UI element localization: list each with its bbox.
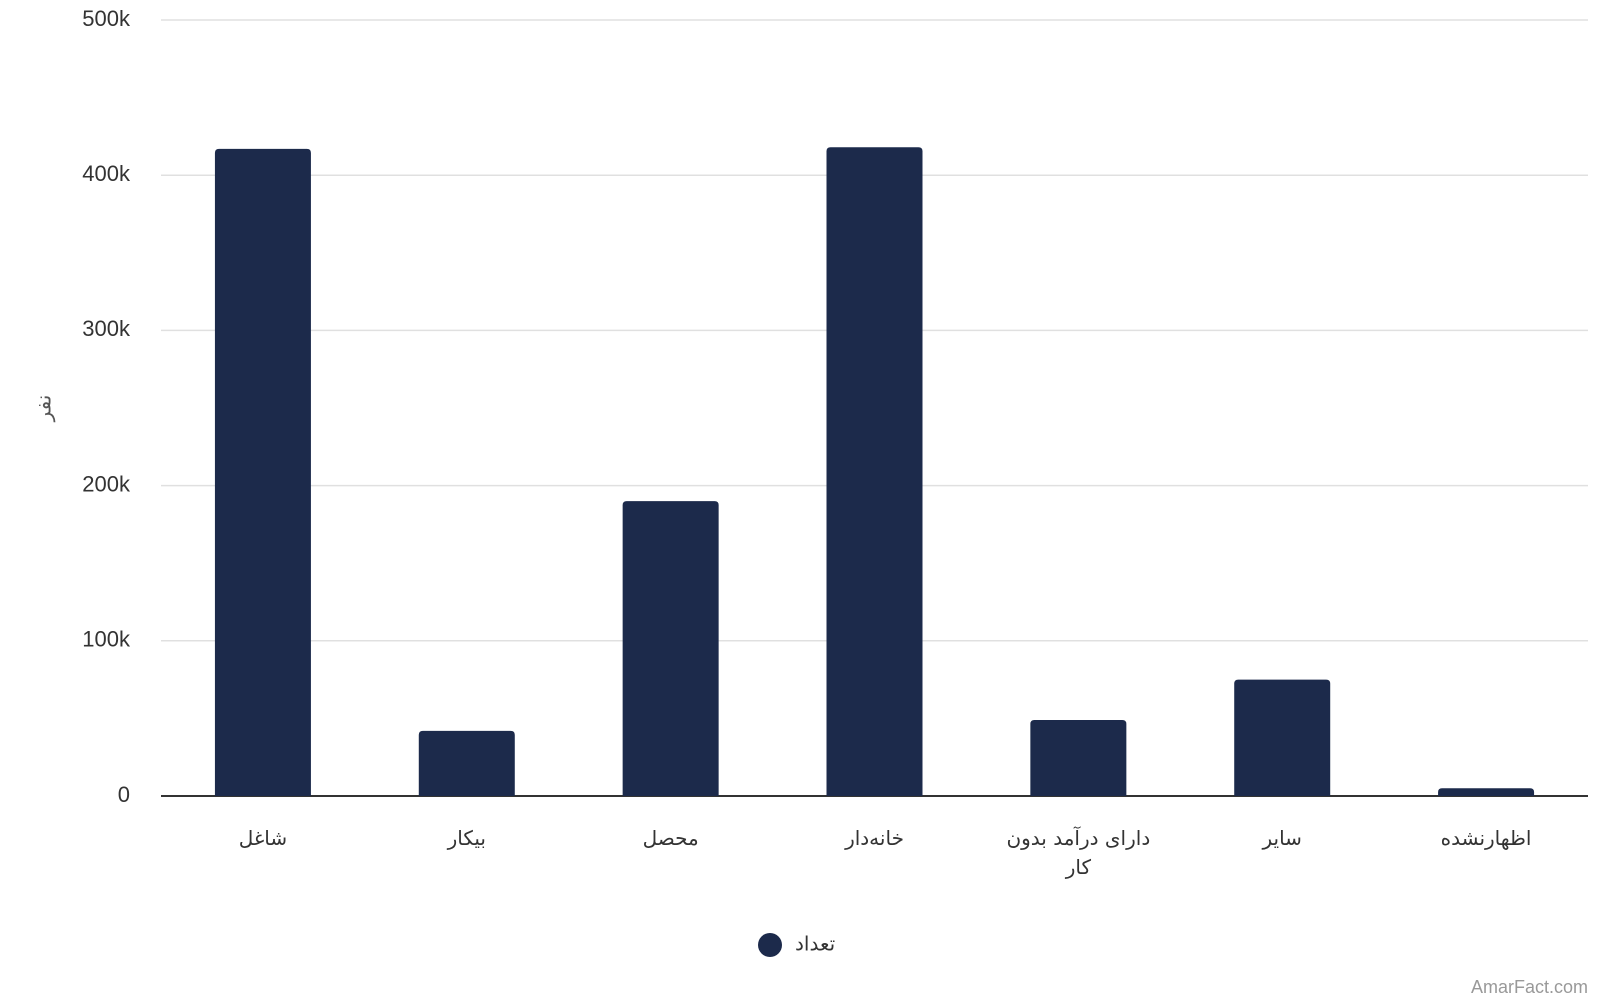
- bar: [826, 147, 923, 796]
- x-tick-label: اظهارنشده: [1440, 826, 1532, 850]
- bar: [1234, 679, 1331, 796]
- legend-marker: [758, 933, 782, 957]
- bar: [1030, 719, 1127, 796]
- y-tick-label: 0: [118, 782, 130, 807]
- bar: [1438, 788, 1535, 796]
- y-tick-label: 500k: [82, 6, 131, 31]
- bar: [418, 730, 515, 796]
- y-tick-label: 100k: [82, 627, 131, 652]
- x-tick-label: بیکار: [447, 826, 486, 850]
- credit: AmarFact.com: [1471, 977, 1588, 997]
- x-tick-label: خانه‌دار: [845, 826, 904, 850]
- legend-label: تعداد: [795, 932, 835, 956]
- x-tick-label: دارای درآمد بدون کار: [1006, 826, 1151, 879]
- y-axis-label: نفر: [33, 395, 55, 423]
- x-tick-label: محصل: [642, 826, 699, 850]
- y-tick-label: 300k: [82, 316, 131, 341]
- bar: [214, 148, 311, 797]
- x-tick-label: شاغل: [238, 826, 288, 850]
- y-tick-label: 400k: [82, 161, 131, 186]
- x-tick-label: سایر: [1262, 826, 1302, 850]
- bar: [622, 501, 719, 796]
- y-tick-label: 200k: [82, 471, 131, 496]
